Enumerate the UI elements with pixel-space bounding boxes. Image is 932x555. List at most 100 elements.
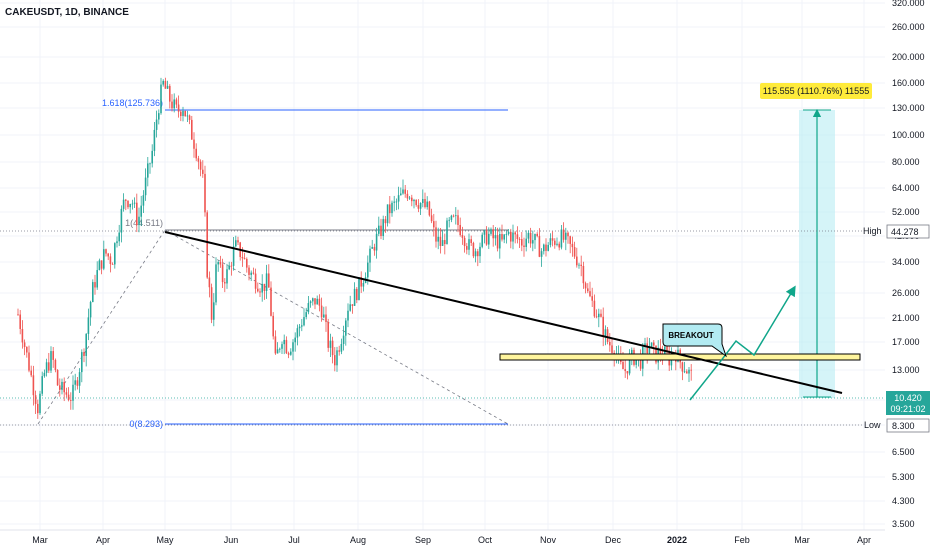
- x-tick-label: Feb: [734, 535, 750, 545]
- candle-body: [340, 343, 343, 352]
- candle-body: [232, 246, 235, 266]
- candle-body: [169, 85, 171, 102]
- y-tick-label: 3.500: [892, 519, 915, 529]
- candle-body: [624, 369, 626, 372]
- candle-body: [446, 220, 448, 245]
- candle-body: [171, 101, 173, 109]
- candle-body: [400, 193, 402, 196]
- time-axis[interactable]: Mar Apr May Jun Jul Aug Sep Oct Nov Dec 2022 Feb Mar…: [32, 535, 871, 545]
- candle-body: [303, 317, 305, 326]
- candle-body: [525, 238, 527, 247]
- candle-body: [521, 239, 523, 246]
- y-tick-label: 160.000: [892, 78, 925, 88]
- candle-body: [444, 240, 446, 245]
- low-label: Low: [864, 420, 881, 430]
- candle-body: [523, 245, 525, 247]
- candle-body: [54, 359, 57, 370]
- candle-body: [177, 104, 180, 112]
- candle-body: [670, 356, 673, 366]
- candle-body: [439, 236, 442, 246]
- candle-body: [347, 310, 349, 321]
- candle-body: [422, 199, 424, 204]
- candle-body: [580, 264, 582, 267]
- candle-body: [595, 316, 598, 318]
- candle-body: [81, 352, 83, 373]
- candle-body: [408, 197, 411, 199]
- candle-body: [516, 234, 519, 240]
- candle-body: [131, 203, 134, 205]
- candle-body: [114, 243, 116, 265]
- candle-body: [591, 296, 593, 301]
- candle-body: [441, 240, 444, 246]
- candle-body: [122, 199, 125, 209]
- candle-body: [125, 199, 127, 201]
- candle-body: [83, 352, 85, 356]
- candle-body: [474, 251, 477, 257]
- candle-body: [136, 202, 138, 226]
- candle-body: [221, 264, 224, 283]
- candle-body: [325, 314, 327, 323]
- candle-body: [536, 233, 538, 237]
- candle-body: [378, 225, 380, 234]
- candle-body: [37, 403, 39, 414]
- candle-body: [578, 264, 580, 266]
- candle-body: [215, 264, 217, 303]
- high-label: High: [863, 226, 882, 236]
- y-tick-label: 4.300: [892, 496, 915, 506]
- candle-body: [483, 230, 486, 235]
- candle-body: [565, 232, 567, 240]
- candle-body: [120, 208, 123, 233]
- candle-body: [395, 201, 398, 203]
- projection-arrow: [689, 285, 796, 401]
- candle-body: [360, 277, 362, 287]
- candle-body: [490, 229, 492, 234]
- candle-body: [164, 80, 167, 89]
- candle-body: [584, 283, 587, 289]
- candle-body: [433, 221, 435, 228]
- candle-body: [309, 301, 312, 304]
- candle-body: [292, 342, 294, 352]
- candle-body: [573, 247, 576, 257]
- candle-body: [85, 333, 87, 356]
- candle-body: [593, 300, 596, 317]
- candle-body: [562, 229, 565, 240]
- candle-body: [331, 340, 334, 356]
- candle-body: [276, 349, 279, 354]
- y-tick-label: 200.000: [892, 52, 925, 62]
- y-tick-label: 26.000: [892, 288, 920, 298]
- candle-body: [327, 322, 329, 348]
- candle-body: [543, 244, 545, 252]
- candle-body: [558, 243, 560, 248]
- candle-body: [534, 233, 536, 241]
- candle-body: [63, 381, 65, 393]
- candle-body: [554, 240, 556, 245]
- candle-body: [609, 341, 611, 346]
- candle-body: [151, 150, 153, 164]
- candle-body: [380, 225, 382, 236]
- candle-body: [147, 163, 149, 178]
- candle-body: [430, 215, 433, 222]
- candle-body: [653, 342, 655, 346]
- candle-body: [92, 282, 94, 303]
- descending-trendline: [164, 231, 843, 394]
- candle-body: [197, 158, 200, 162]
- candle-body: [688, 369, 690, 374]
- candle-body: [74, 380, 76, 385]
- candle-body: [455, 215, 457, 217]
- candle-body: [499, 234, 501, 249]
- x-tick-label: Aug: [350, 535, 366, 545]
- candle-body: [479, 246, 481, 257]
- fib-label-1618: 1.618(125.736): [102, 98, 163, 108]
- x-tick-label: Mar: [32, 535, 48, 545]
- candle-body: [208, 277, 211, 288]
- candle-body: [334, 355, 336, 366]
- candle-body: [589, 291, 591, 297]
- candle-body: [140, 205, 142, 217]
- candle-body: [67, 394, 70, 401]
- candle-body: [527, 232, 530, 239]
- candle-body: [373, 247, 376, 251]
- candle-body: [105, 249, 107, 254]
- candle-body: [230, 265, 233, 267]
